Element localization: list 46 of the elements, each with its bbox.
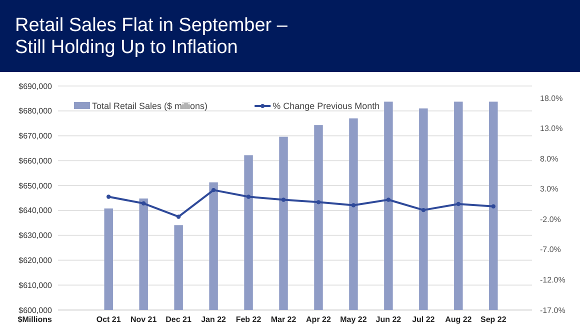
point: [351, 203, 356, 208]
y-tick-label: $680,000: [18, 106, 53, 116]
point: [211, 188, 216, 192]
x-tick-label: Apr 22: [306, 315, 332, 324]
point: [316, 200, 321, 204]
y2-tick-label: 18.0%: [540, 94, 563, 103]
point: [456, 202, 461, 206]
x-tick-label: May 22: [340, 315, 368, 324]
x-tick-label: Nov 21: [130, 315, 158, 324]
point: [176, 214, 181, 219]
legend-label: Total Retail Sales ($ millions): [92, 101, 208, 112]
y-tick-label: $690,000: [18, 82, 53, 91]
x-tick-label: Jul 22: [412, 315, 436, 324]
point: [281, 198, 286, 202]
y2-tick-label: -7.0%: [540, 245, 561, 254]
y-tick-label: $600,000: [18, 306, 53, 315]
y-axis-title: $Millions: [18, 315, 53, 324]
y-tick-label: $630,000: [18, 231, 53, 240]
point: [386, 198, 391, 202]
x-tick-label: Jun 22: [376, 315, 402, 324]
y-tick-label: $620,000: [18, 256, 53, 266]
point: [106, 194, 111, 199]
x-tick-label: Aug 22: [445, 315, 472, 324]
point: [421, 208, 426, 212]
y-tick-label: $650,000: [18, 181, 53, 190]
y2-tick-label: -17.0%: [540, 306, 566, 315]
chart-title: Retail Sales Flat in September – Still Holding Up to Inflation: [15, 15, 288, 58]
y2-tick-label: 8.0%: [540, 154, 558, 164]
x-tick-label: Sep 22: [480, 315, 507, 324]
y2-tick-label: -12.0%: [540, 276, 566, 285]
y-tick-label: $660,000: [18, 156, 53, 166]
y-tick-label: $610,000: [18, 280, 53, 290]
x-tick-label: Mar 22: [270, 315, 297, 324]
x-tick-label: Dec 21: [166, 315, 192, 324]
y-tick-label: $640,000: [18, 206, 53, 216]
point: [491, 204, 496, 209]
point: [141, 201, 146, 206]
y-tick-label: $670,000: [18, 132, 53, 141]
legend-label: % Change Previous Month: [272, 101, 380, 112]
y2-tick-label: 13.0%: [540, 124, 563, 134]
x-tick-label: Jan 22: [201, 315, 227, 324]
y2-tick-label: 3.0%: [540, 184, 558, 194]
point: [246, 194, 251, 199]
x-tick-label: Oct 21: [96, 315, 122, 324]
x-tick-label: Feb 22: [236, 315, 262, 324]
y2-tick-label: -2.0%: [540, 214, 561, 224]
